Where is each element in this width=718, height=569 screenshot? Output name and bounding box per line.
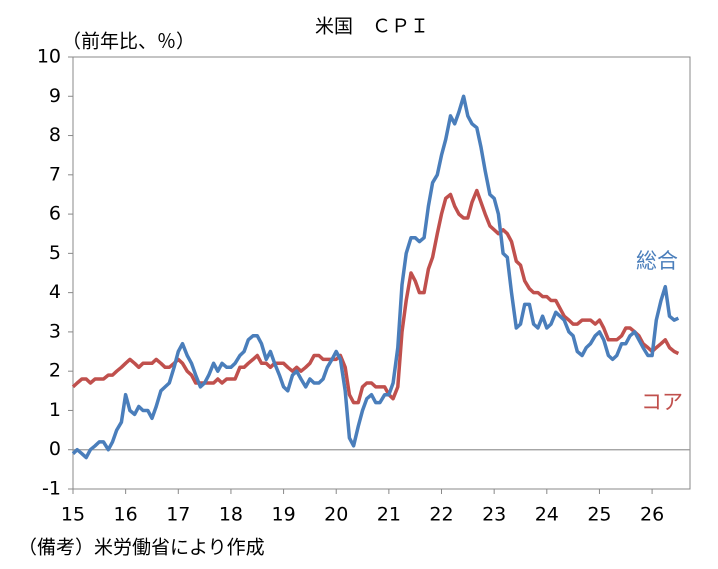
x-tick-label: 24 — [535, 504, 559, 526]
y-tick-label: 3 — [49, 320, 61, 342]
series-label: 総合 — [636, 249, 678, 273]
x-tick-label: 18 — [219, 504, 243, 526]
plot-frame — [72, 56, 691, 490]
series-line — [71, 94, 680, 460]
x-tick-label: 21 — [377, 504, 401, 526]
x-tick-label: 16 — [114, 504, 138, 526]
y-tick-label: 8 — [49, 124, 61, 146]
x-tick-label: 25 — [587, 504, 611, 526]
series-label: コア — [641, 390, 683, 414]
y-tick-label: 7 — [49, 163, 61, 185]
x-tick-label: 19 — [271, 504, 295, 526]
series-line — [71, 188, 680, 405]
x-tick-label: 23 — [482, 504, 506, 526]
y-tick-label: 2 — [49, 360, 61, 382]
y-axis-label: （前年比、％） — [62, 31, 195, 53]
x-tick-label: 20 — [324, 504, 348, 526]
x-tick-label: 22 — [429, 504, 453, 526]
y-tick-label: 4 — [49, 281, 61, 303]
y-tick-label: 1 — [49, 399, 61, 421]
y-tick-label: -1 — [42, 478, 61, 500]
y-tick-label: 6 — [49, 203, 61, 225]
x-tick-label: 26 — [640, 504, 664, 526]
x-tick-label: 17 — [166, 504, 190, 526]
y-tick-label: 10 — [37, 46, 61, 68]
note: （備考）米労働省により作成 — [18, 537, 265, 559]
x-tick-label: 15 — [61, 504, 85, 526]
y-tick-label: 9 — [49, 85, 61, 107]
y-tick-label: 5 — [49, 242, 61, 264]
y-tick-label: 0 — [49, 438, 61, 460]
chart-title: 米国 ＣＰＩ — [315, 16, 429, 38]
